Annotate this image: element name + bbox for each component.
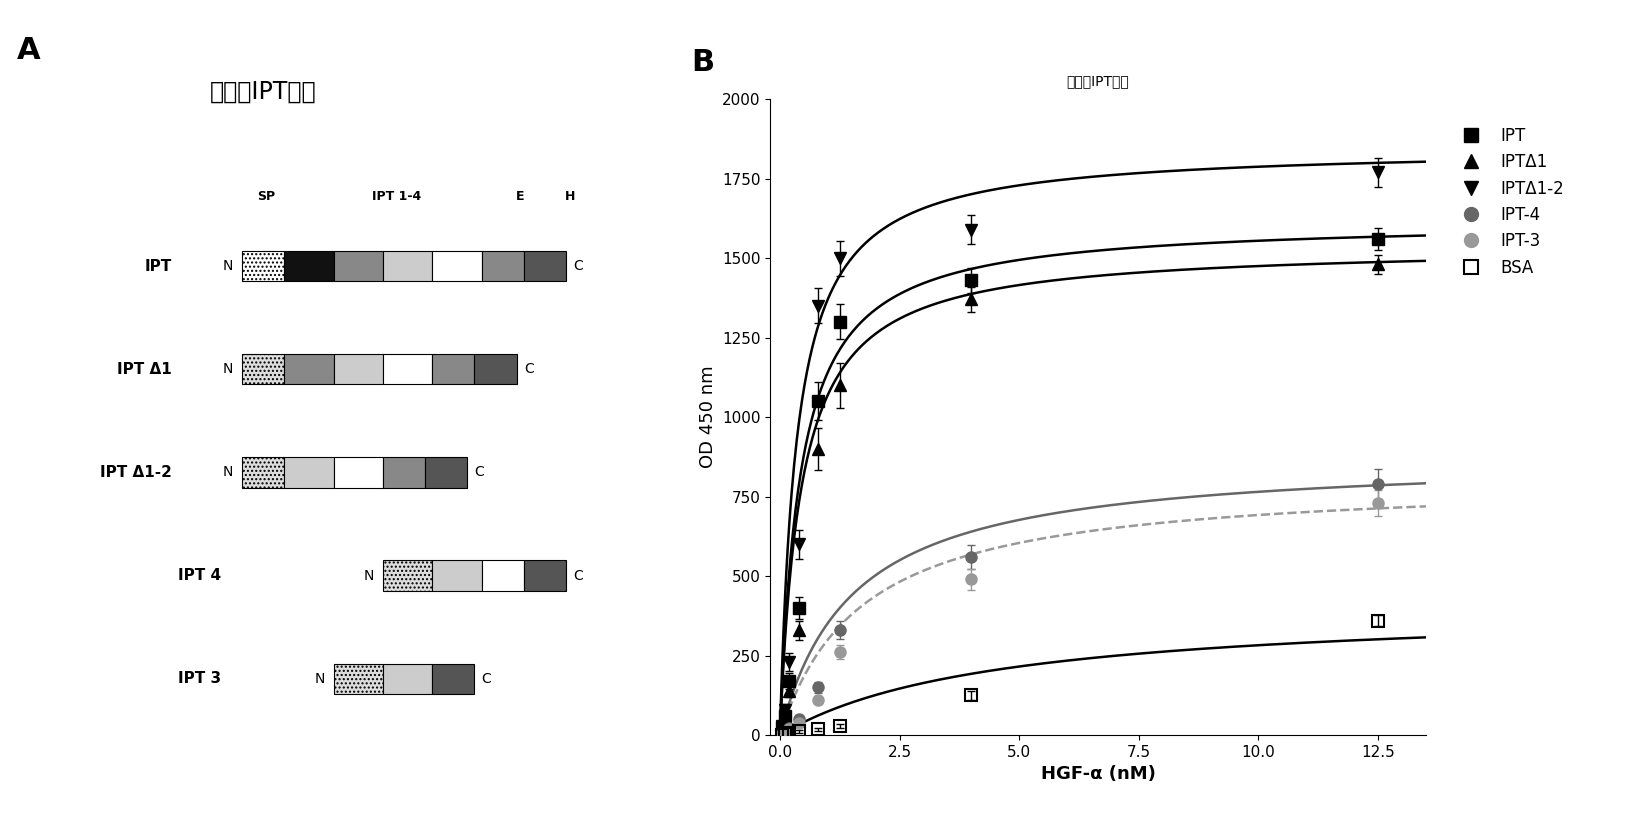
Text: N: N [223,363,233,377]
Bar [243,251,284,282]
Text: C: C [574,568,583,582]
Bar [334,354,384,384]
Bar [334,663,384,694]
Legend: IPT, IPTΔ1, IPTΔ1-2, IPT-4, IPT-3, BSA: IPT, IPTΔ1, IPTΔ1-2, IPT-4, IPT-3, BSA [1447,120,1572,283]
Bar [384,663,433,694]
Bar [433,251,482,282]
Bar [482,251,524,282]
Title: 缺失的IPT结合: 缺失的IPT结合 [1067,74,1129,88]
Text: N: N [223,259,233,273]
Bar [433,354,475,384]
Bar [433,561,482,591]
Bar [243,354,284,384]
Text: IPT 3: IPT 3 [177,672,221,686]
Bar [482,561,524,591]
Y-axis label: OD 450 nm: OD 450 nm [698,366,716,468]
Text: C: C [524,363,534,377]
Bar [243,458,284,487]
Text: IPT Δ1: IPT Δ1 [116,362,172,377]
Text: N: N [315,672,325,686]
Text: C: C [574,259,583,273]
Text: E: E [516,190,524,203]
Bar [384,561,433,591]
Text: SP: SP [257,190,275,203]
X-axis label: HGF-α (nM): HGF-α (nM) [1041,766,1155,783]
Bar [384,354,433,384]
Bar [384,251,433,282]
Text: IPT: IPT [144,259,172,273]
Text: 缺失的IPT形式: 缺失的IPT形式 [210,80,316,104]
Bar [524,251,565,282]
Bar [384,458,425,487]
Text: IPT 1-4: IPT 1-4 [372,190,421,203]
Bar [284,354,334,384]
Bar [475,354,516,384]
Text: H: H [564,190,575,203]
Bar [284,251,334,282]
Bar [524,561,565,591]
Text: IPT Δ1-2: IPT Δ1-2 [100,465,172,480]
Text: N: N [364,568,374,582]
Text: C: C [482,672,492,686]
Text: N: N [223,466,233,479]
Text: B: B [692,48,715,78]
Text: C: C [475,466,484,479]
Bar [433,663,475,694]
Text: A: A [16,36,41,65]
Bar [334,251,384,282]
Text: IPT 4: IPT 4 [177,568,221,583]
Bar [425,458,467,487]
Bar [284,458,334,487]
Bar [334,458,384,487]
